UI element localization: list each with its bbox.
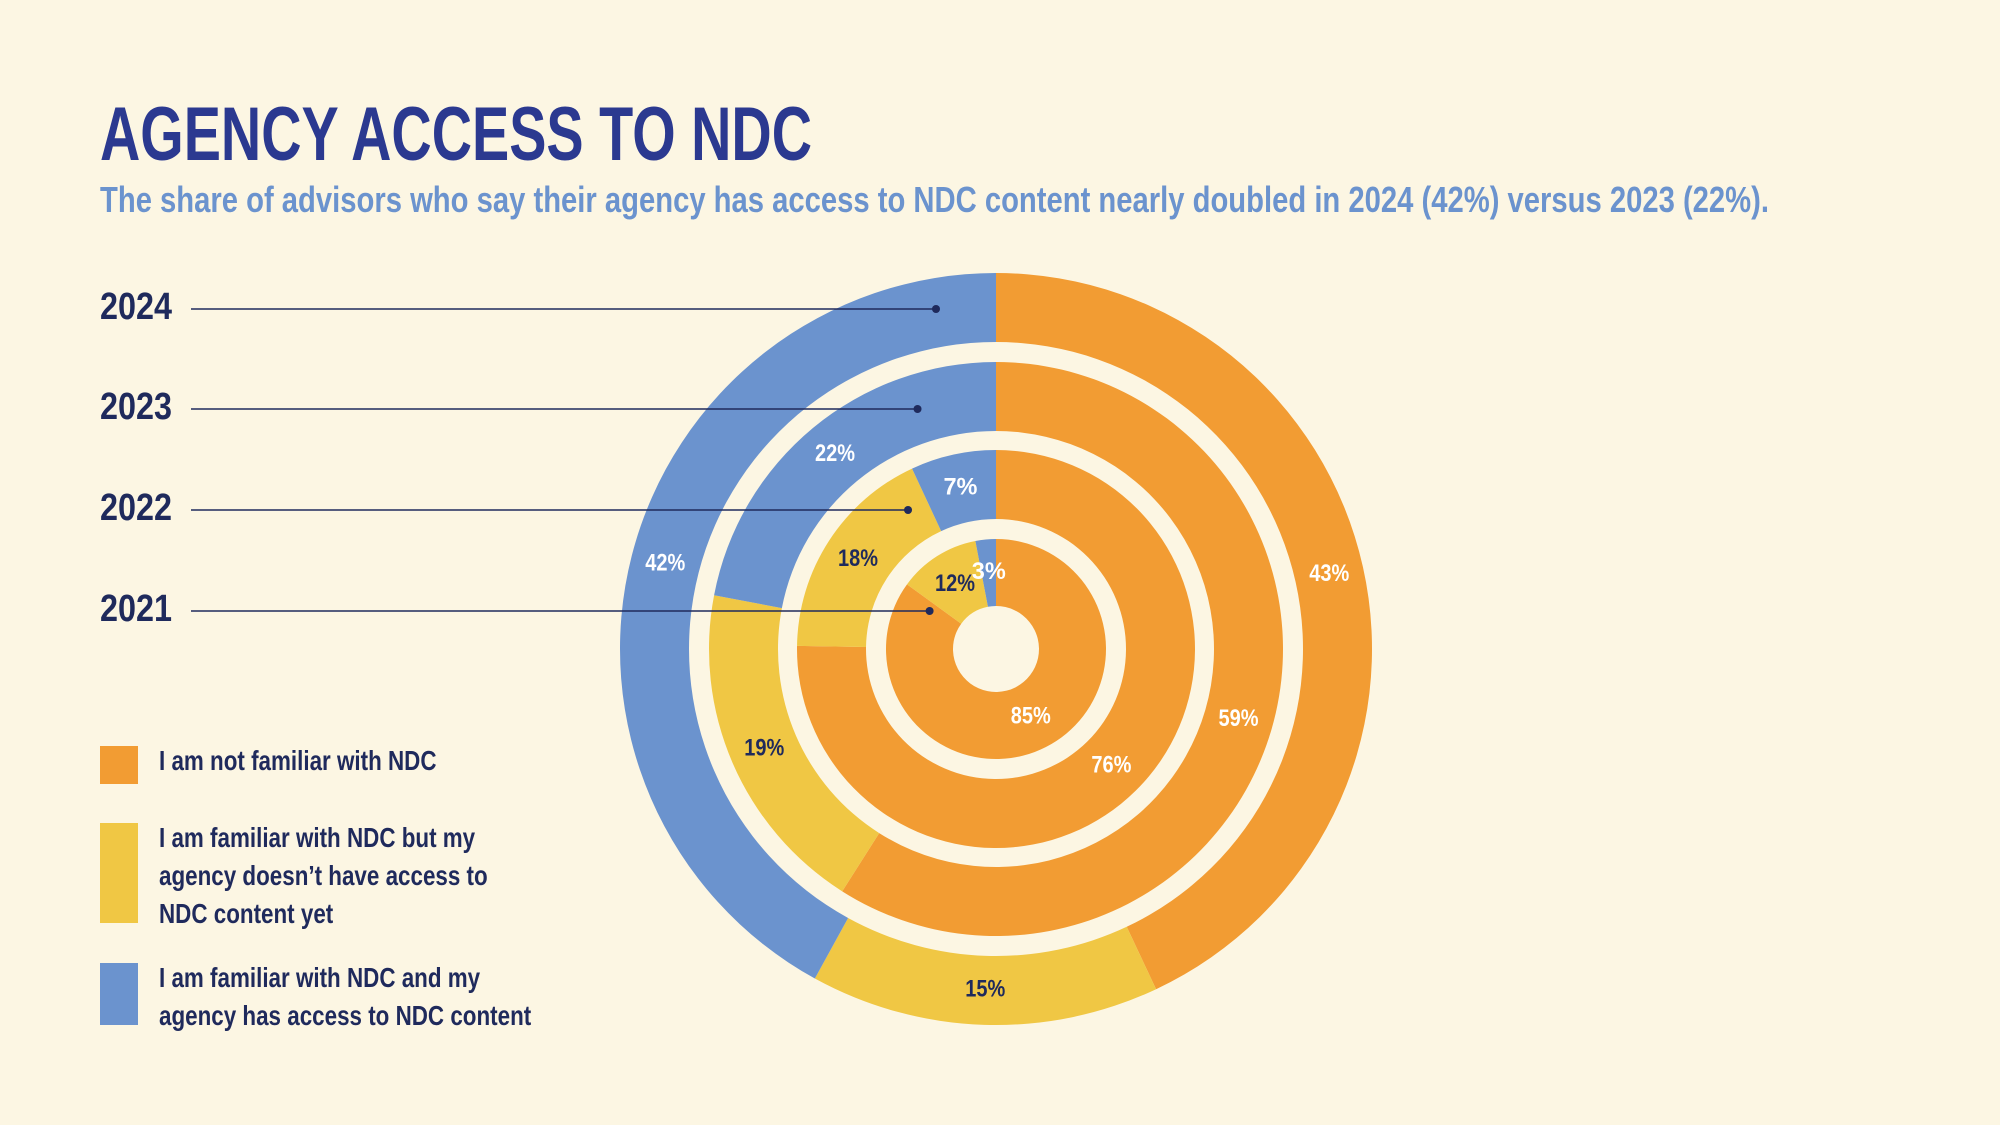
series-label: 2022 — [100, 487, 172, 529]
donut-segment — [842, 362, 1283, 936]
legend-swatch — [100, 963, 138, 1025]
donut-segment — [797, 468, 942, 647]
donut-segment — [907, 540, 988, 624]
leader-dot — [904, 506, 913, 514]
data-label: 15% — [965, 976, 1005, 1003]
data-label: 3% — [972, 558, 1006, 585]
donut-segment — [886, 539, 1106, 759]
data-label: 43% — [1309, 560, 1349, 587]
donut-segment — [912, 450, 996, 532]
data-label: 18% — [838, 545, 878, 572]
legend-label: I am familiar with NDC but my agency doe… — [159, 822, 488, 929]
data-label: 59% — [1218, 705, 1258, 732]
leader-dot — [913, 405, 922, 413]
data-label: 12% — [935, 570, 975, 597]
donut-segment — [709, 595, 880, 892]
data-label: 76% — [1091, 752, 1131, 779]
data-label: 19% — [744, 735, 784, 762]
leader-dot — [932, 305, 940, 313]
donut-segment — [796, 450, 1195, 848]
donut-segment — [619, 272, 996, 979]
data-label: 85% — [1011, 703, 1051, 730]
series-label: 2021 — [100, 588, 172, 630]
donut-segment — [814, 918, 1157, 1025]
chart-title: AGENCY ACCESS TO NDC — [100, 92, 812, 177]
donut-segment — [996, 273, 1372, 990]
legend-swatch — [100, 823, 138, 923]
donut-segment — [714, 362, 996, 609]
legend-label: I am not familiar with NDC — [159, 745, 437, 776]
data-label: 7% — [943, 474, 977, 501]
legend-swatch — [100, 746, 138, 784]
leader-dot — [925, 607, 934, 615]
series-label: 2023 — [100, 386, 172, 428]
data-label: 42% — [645, 549, 685, 576]
chart-subtitle: The share of advisors who say their agen… — [100, 179, 1769, 220]
donut-segment — [975, 539, 996, 607]
series-label: 2024 — [100, 286, 172, 328]
data-label: 22% — [815, 440, 855, 467]
legend-label: I am familiar with NDC and my agency has… — [159, 962, 532, 1031]
